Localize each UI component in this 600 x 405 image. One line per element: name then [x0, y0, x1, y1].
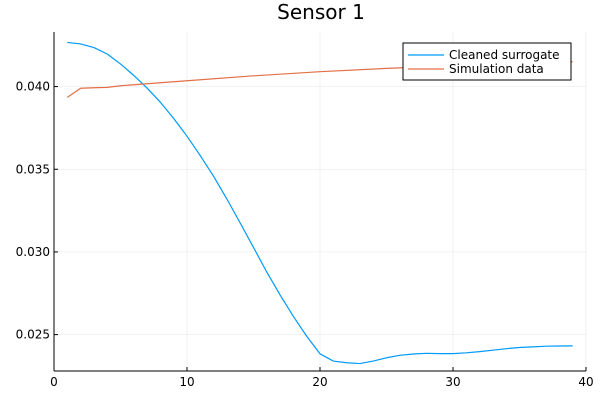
- y-tick-label: 0.030: [16, 245, 50, 259]
- legend-box: [402, 42, 572, 81]
- x-tick-label: 0: [50, 375, 58, 389]
- x-tick-label: 20: [312, 375, 327, 389]
- y-axis-ticks: 0.025 0.030 0.035 0.040: [16, 80, 58, 342]
- x-tick-label: 30: [445, 375, 460, 389]
- grid-lines: [53, 32, 587, 371]
- x-tick-label: 10: [179, 375, 194, 389]
- legend: Cleaned surrogate Simulation data: [402, 42, 572, 81]
- x-tick-label: 40: [578, 375, 593, 389]
- chart-title: Sensor 1: [277, 0, 365, 24]
- series-line-cleaned-surrogate: [67, 41, 573, 365]
- y-tick-label: 0.025: [16, 328, 50, 342]
- y-tick-label: 0.040: [16, 80, 50, 94]
- y-tick-label: 0.035: [16, 162, 50, 176]
- x-axis-ticks: 0 10 20 30 40: [50, 367, 594, 389]
- legend-label-simulation-data: Simulation data: [449, 62, 544, 76]
- legend-label-cleaned-surrogate: Cleaned surrogate: [449, 48, 560, 62]
